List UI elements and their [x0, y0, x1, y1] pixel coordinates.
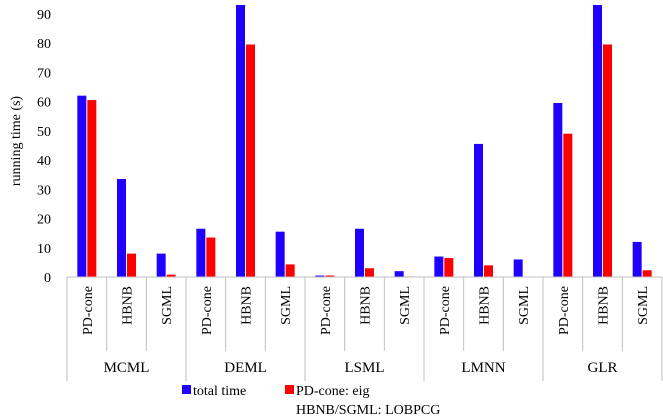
y-tick-label: 50: [37, 125, 51, 140]
x-tick-label: HBNB: [359, 286, 374, 325]
bar: [117, 179, 126, 277]
x-tick-label: HBNB: [597, 286, 612, 325]
y-tick-label: 20: [37, 213, 51, 228]
bar: [275, 231, 285, 277]
x-tick-label: SGML: [160, 286, 175, 325]
y-tick-label: 60: [37, 96, 51, 111]
bar: [285, 264, 295, 277]
bars: [77, 5, 652, 278]
legend: total time PD-cone: eig HBNB/SGML: LOBPC…: [182, 384, 440, 418]
y-axis: 0 10 20 30 40 50 60 70 80 90: [37, 8, 51, 286]
bar: [246, 44, 255, 277]
y-axis-label: running time (s): [9, 96, 24, 187]
x-tick-label: HBNB: [478, 286, 493, 325]
y-tick-label: 80: [37, 37, 51, 52]
bar: [127, 253, 136, 277]
x-tick-label: HBNB: [240, 286, 255, 325]
x-axis: PD-cone HBNB SGML PD-cone HBNB SGML PD-cone HBN…: [66, 276, 663, 381]
x-tick-label: SGML: [398, 286, 413, 325]
bar: [196, 228, 206, 277]
bar: [315, 275, 325, 277]
bar: [355, 228, 364, 277]
bar: [156, 253, 166, 277]
x-tick-label: SGML: [517, 286, 532, 325]
x-tick-label: PD-cone: [557, 286, 572, 335]
legend-label-lobpcg: HBNB/SGML: LOBPCG: [296, 403, 440, 418]
bar: [603, 44, 612, 277]
group-label: DEML: [224, 360, 267, 376]
x-tick-label: PD-cone: [438, 286, 453, 335]
x-tick-label: PD-cone: [200, 286, 215, 335]
bar: [87, 100, 97, 277]
y-tick-label: 40: [37, 154, 51, 169]
bar: [206, 237, 216, 277]
bar: [77, 95, 87, 278]
bar: [166, 274, 176, 277]
group-label: GLR: [588, 360, 618, 376]
bar: [474, 143, 483, 277]
bar: [553, 102, 563, 278]
bar: [394, 271, 404, 277]
bar: [434, 256, 444, 277]
x-tick-label: HBNB: [121, 286, 136, 325]
bar: [642, 270, 652, 277]
x-tick-label: SGML: [279, 286, 294, 325]
bar: [236, 5, 245, 277]
x-tick-label: SGML: [636, 286, 651, 325]
group-label: LSML: [344, 360, 384, 376]
y-tick-label: 90: [37, 8, 51, 23]
y-tick-label: 10: [37, 242, 51, 257]
legend-label-total-time: total time: [193, 384, 246, 399]
x-tick-label: PD-cone: [81, 286, 96, 335]
bar: [513, 259, 523, 277]
group-label: MCML: [104, 360, 150, 376]
y-tick-label: 70: [37, 66, 51, 81]
legend-swatch-eig-lobpcg: [285, 385, 294, 394]
bar: [444, 257, 454, 277]
bar: [325, 275, 335, 277]
bar: [632, 241, 642, 277]
bar: [365, 268, 374, 277]
y-tick-label: 0: [44, 271, 51, 286]
bar: [593, 5, 602, 277]
x-tick-label: PD-cone: [319, 286, 334, 335]
y-tick-label: 30: [37, 183, 51, 198]
group-label: LMNN: [461, 360, 505, 376]
legend-label-eig: PD-cone: eig: [296, 384, 369, 399]
bar: [484, 265, 493, 277]
legend-swatch-total-time: [182, 385, 191, 394]
bar: [563, 133, 573, 277]
